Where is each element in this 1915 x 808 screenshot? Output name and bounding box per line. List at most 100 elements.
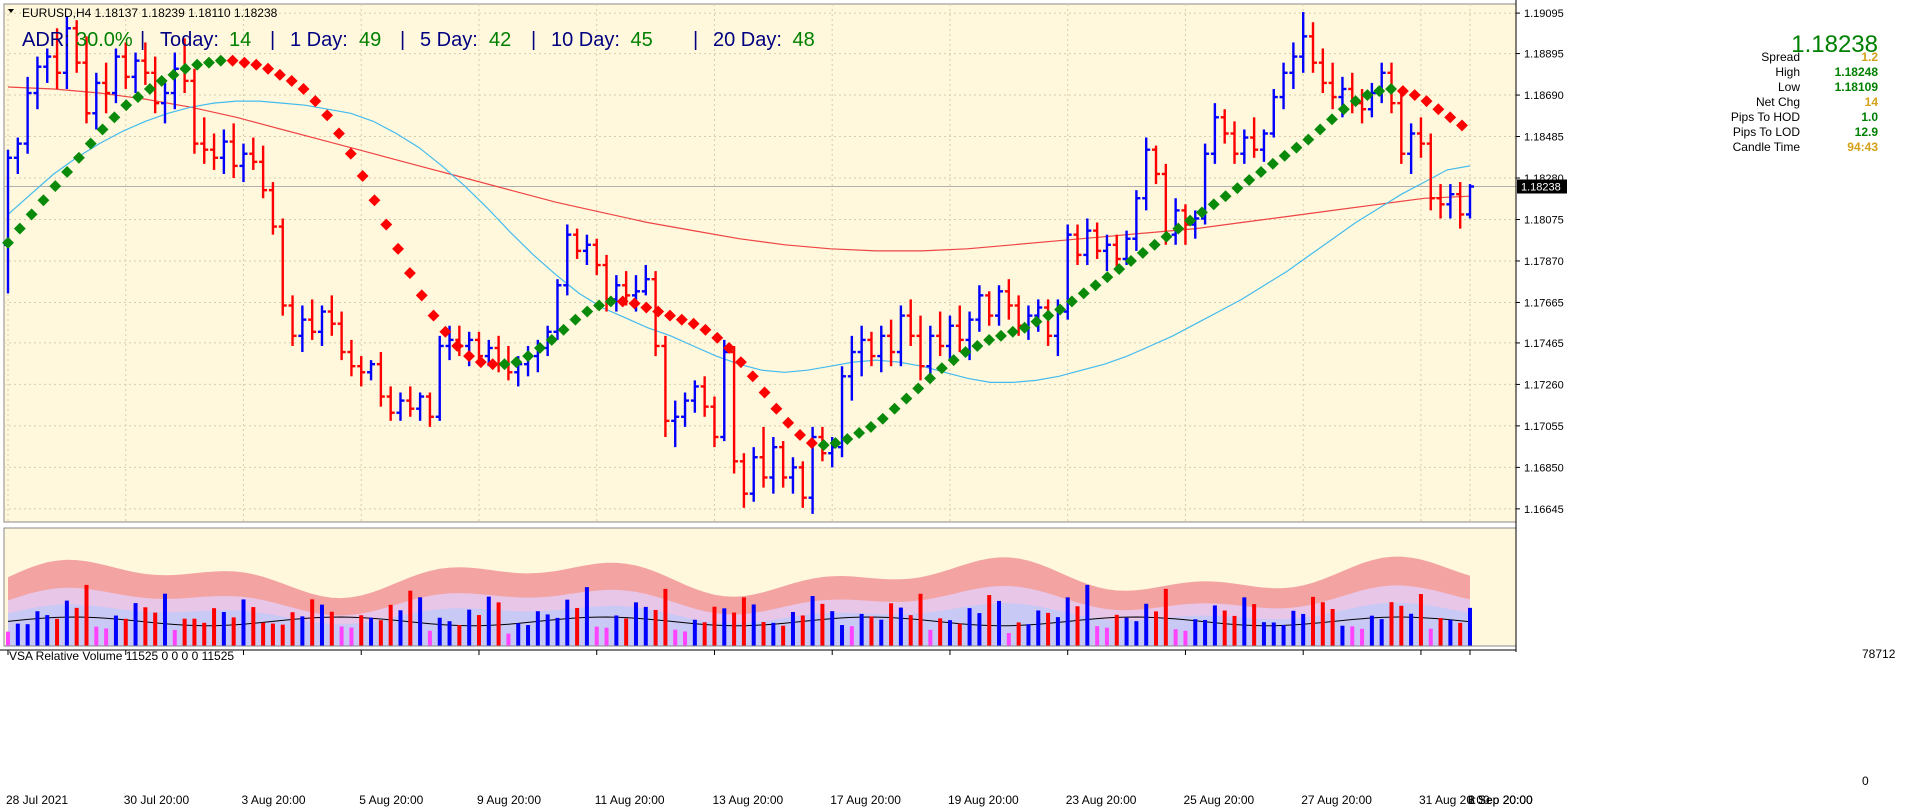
volume-bar xyxy=(1016,622,1021,646)
trend-dot xyxy=(912,382,925,395)
ohlc-bar xyxy=(53,28,62,89)
ohlc-bar xyxy=(396,392,405,421)
ohlc-bar xyxy=(1171,198,1180,245)
trend-dot xyxy=(770,402,783,415)
trend-dot xyxy=(569,313,582,326)
info-row-label: High xyxy=(1775,65,1800,79)
volume-bar xyxy=(1183,630,1188,646)
trend-dot xyxy=(853,427,866,439)
adr-item-label: 20 Day: xyxy=(713,29,782,51)
volume-bar xyxy=(1261,622,1266,646)
ohlc-bar xyxy=(788,457,797,494)
trend-dot xyxy=(935,362,948,375)
info-row-value: 1.18109 xyxy=(1835,80,1879,94)
trend-dot xyxy=(1136,246,1149,259)
volume-bar xyxy=(1438,618,1443,646)
ohlc-bar xyxy=(867,331,876,367)
ohlc-bar xyxy=(1220,109,1229,144)
trend-dot xyxy=(971,340,984,352)
ohlc-bar xyxy=(769,437,778,494)
volume-bar xyxy=(25,624,30,646)
volume-bar xyxy=(1095,626,1100,646)
ohlc-bar xyxy=(739,453,748,508)
info-row-value: 1.0 xyxy=(1861,110,1878,124)
trend-dot xyxy=(167,68,180,81)
trend-dot xyxy=(179,62,192,75)
volume-bar xyxy=(133,603,138,646)
volume-bar xyxy=(653,609,658,646)
volume-bar xyxy=(751,604,756,646)
trend-dot xyxy=(108,111,121,124)
ohlc-bar xyxy=(1093,222,1102,259)
trend-dot xyxy=(143,83,156,95)
volume-bar xyxy=(790,611,795,646)
volume-bar xyxy=(977,613,982,646)
symbol-header: EURUSD,H4 1.18137 1.18239 1.18110 1.1823… xyxy=(22,6,278,20)
volume-panel[interactable] xyxy=(3,527,1517,647)
ohlc-bar xyxy=(357,356,366,387)
ohlc-bar xyxy=(416,392,425,421)
current-price-box xyxy=(1517,179,1567,194)
current-price-label: 1.18238 xyxy=(1521,182,1561,194)
volume-bar xyxy=(162,593,167,646)
volume-bar xyxy=(869,616,874,646)
adr-separator: | xyxy=(693,29,698,51)
trend-dot xyxy=(191,58,204,71)
volume-bar xyxy=(35,611,40,646)
volume-bar xyxy=(594,626,599,646)
ohlc-bar xyxy=(288,295,297,346)
trend-dot xyxy=(250,58,263,71)
trend-dot xyxy=(510,356,523,369)
time-tick-label: 30 Jul 20:00 xyxy=(124,793,190,807)
ohlc-bar xyxy=(1426,133,1435,211)
volume-bar xyxy=(310,599,315,646)
volume-bar xyxy=(800,615,805,646)
volume-bar xyxy=(1399,605,1404,646)
ohlc-bar xyxy=(1250,117,1259,158)
volume-bar xyxy=(1409,613,1414,646)
volume-bar xyxy=(6,631,10,646)
price-tick-label: 1.19095 xyxy=(1524,8,1564,20)
volume-bar xyxy=(1065,597,1070,646)
volume-bar xyxy=(1212,605,1217,646)
volume-bar xyxy=(339,626,344,646)
trend-dot xyxy=(746,370,759,383)
ohlc-bar xyxy=(857,325,866,377)
volume-bar xyxy=(84,584,89,646)
trend-dot xyxy=(498,358,511,371)
volume-bar xyxy=(555,617,560,646)
ohlc-bar xyxy=(259,145,268,199)
time-tick-label: 11 Aug 20:00 xyxy=(595,793,665,807)
info-row-label: Low xyxy=(1778,80,1800,94)
volume-bar xyxy=(604,627,609,646)
adr-item-value: 42 xyxy=(489,29,511,51)
volume-bar xyxy=(957,623,962,646)
ohlc-bar xyxy=(975,285,984,332)
adr-title: ADR: xyxy=(22,29,70,51)
ohlc-bar xyxy=(1466,184,1474,219)
volume-bar xyxy=(486,596,491,646)
volume-bar xyxy=(192,618,197,646)
volume-bar xyxy=(506,633,511,646)
adr-item-value: 14 xyxy=(229,29,251,51)
volume-bar xyxy=(113,615,118,646)
slow-moving-average xyxy=(7,86,1471,252)
ohlc-bar xyxy=(1112,234,1121,272)
ohlc-bar xyxy=(1289,42,1298,89)
trend-dot xyxy=(794,429,806,441)
price-panel[interactable] xyxy=(2,3,1517,646)
ohlc-bar xyxy=(1044,299,1053,346)
volume-bar xyxy=(270,623,275,646)
volume-bar xyxy=(673,629,678,646)
volume-bar xyxy=(123,618,128,646)
ohlc-bar xyxy=(592,238,601,276)
volume-bar xyxy=(624,618,629,646)
trend-dot xyxy=(664,309,676,322)
ohlc-bar xyxy=(190,68,199,154)
volume-bar xyxy=(1350,626,1355,646)
volume-bar xyxy=(378,620,383,646)
ohlc-bar xyxy=(671,400,680,448)
volume-bar xyxy=(761,621,766,646)
